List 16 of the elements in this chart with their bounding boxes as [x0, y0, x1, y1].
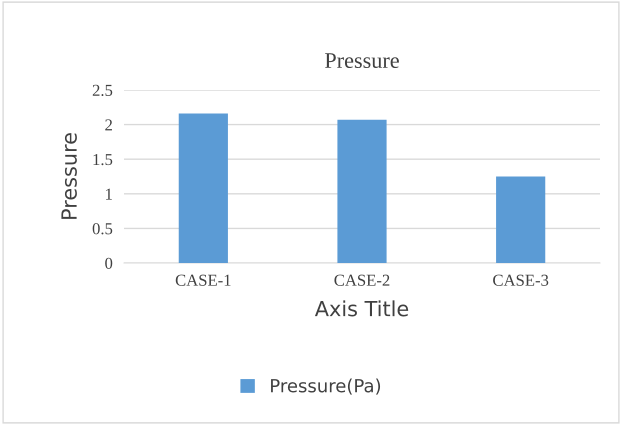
y-tick-label: 0 — [105, 258, 112, 269]
y-tick-label: 0.5 — [92, 223, 112, 234]
x-tick-label: CASE-3 — [493, 274, 548, 286]
y-axis-title: Pressure — [61, 133, 77, 219]
bar — [178, 114, 228, 263]
chart-title: Pressure — [324, 53, 399, 68]
x-axis-title: Axis Title — [314, 300, 408, 316]
bar — [337, 120, 387, 263]
bar — [496, 176, 546, 263]
y-tick-label: 1.5 — [94, 154, 112, 166]
y-tick-label: 1 — [106, 188, 112, 200]
x-tick-label: CASE-1 — [176, 274, 231, 286]
x-tick-label: CASE-2 — [334, 274, 390, 286]
legend-label: Pressure(Pa) — [271, 378, 380, 395]
y-tick-label: 2.5 — [92, 84, 112, 96]
y-tick-label: 2 — [105, 119, 112, 130]
